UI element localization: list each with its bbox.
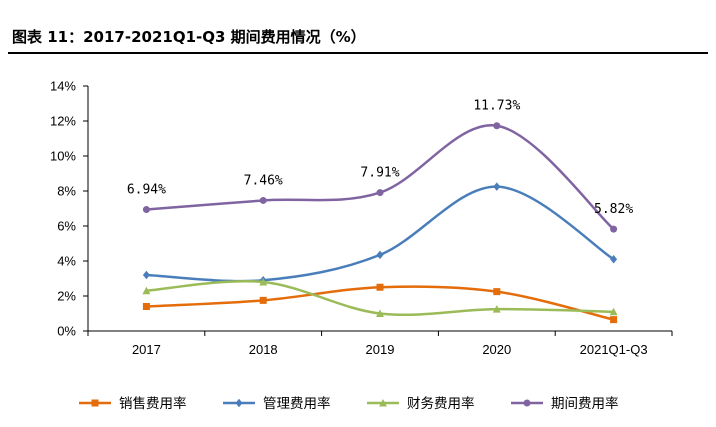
data-point (376, 250, 384, 260)
data-point (493, 122, 501, 130)
data-point (376, 283, 384, 291)
legend-label: 财务费用率 (407, 395, 475, 412)
x-tick-label: 2019 (366, 342, 395, 357)
y-tick-label: 2% (57, 289, 76, 304)
y-tick-label: 12% (50, 114, 76, 129)
x-tick-label: 2020 (482, 342, 511, 357)
x-tick-label: 2021Q1-Q3 (580, 342, 648, 357)
data-point (259, 296, 267, 304)
series-0 (142, 283, 618, 324)
data-point (493, 182, 501, 191)
legend-swatch-marker (379, 399, 387, 407)
figure-title: 图表 11：2017-2021Q1-Q3 期间费用情况（%） (12, 28, 366, 46)
series-line (145, 185, 615, 283)
data-point (142, 270, 150, 280)
data-point (376, 189, 384, 197)
data-point (259, 196, 267, 204)
y-tick-label: 8% (57, 184, 76, 199)
legend-item: 财务费用率 (367, 395, 475, 412)
legend-item: 期间费用率 (511, 395, 619, 412)
legend-label: 销售费用率 (119, 395, 187, 412)
data-label: 7.91% (360, 166, 399, 181)
data-point (376, 309, 384, 317)
data-point (610, 225, 618, 233)
series-1 (142, 182, 618, 285)
legend-item: 管理费用率 (223, 395, 331, 412)
data-label: 7.46% (244, 173, 283, 188)
series-line (145, 124, 615, 231)
series-layer (142, 122, 618, 324)
title-divider (8, 52, 708, 54)
data-point (142, 286, 151, 295)
data-label: 11.73% (473, 99, 520, 114)
y-tick-label: 6% (57, 219, 76, 234)
legend-label: 管理费用率 (263, 395, 331, 412)
data-point (259, 278, 268, 286)
data-label: 6.94% (127, 183, 166, 198)
y-tick-label: 4% (57, 254, 76, 269)
data-point (492, 305, 501, 313)
legend-swatch-marker (91, 399, 99, 407)
legend: 销售费用率 管理费用率 财务费用率 期间费用率 (79, 395, 619, 412)
data-point (610, 254, 618, 264)
x-tick-label: 2018 (249, 342, 278, 357)
legend-label: 期间费用率 (551, 395, 619, 412)
series-2 (142, 278, 618, 317)
x-tick-label: 2017 (132, 342, 161, 357)
y-tick-label: 0% (57, 324, 76, 339)
legend-item: 销售费用率 (79, 395, 187, 412)
data-point (142, 303, 150, 310)
data-label: 5.82% (594, 202, 633, 217)
legend-swatch-marker (523, 399, 531, 407)
chart-axes: 0% 2% 4% 6% 8% 10% 12% 14% 2017 2018 2019 2020 2021Q… (50, 79, 673, 357)
data-point (493, 288, 501, 296)
series-3 (142, 122, 618, 233)
data-point (142, 206, 150, 214)
data-point (609, 307, 618, 316)
data-point (610, 316, 618, 324)
data-labels-layer: 6.94% 7.46% 7.91% 11.73% 5.82% (127, 99, 634, 217)
y-tick-label: 14% (50, 79, 76, 94)
legend-swatch-marker (235, 398, 243, 408)
y-tick-label: 10% (50, 149, 76, 164)
